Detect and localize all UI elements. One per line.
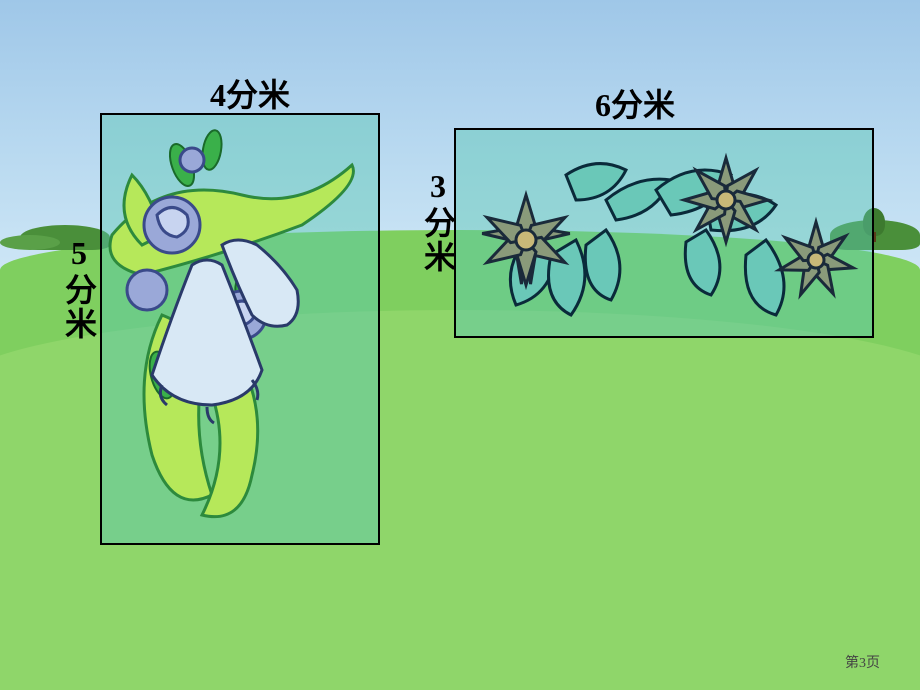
rectangle-right xyxy=(454,128,874,338)
bouquet-art xyxy=(102,115,380,545)
dimension-label-top-right: 6分米 xyxy=(595,80,675,126)
dimension-label-side-left: 5分米 xyxy=(56,235,102,341)
dimension-label-top-left: 4分米 xyxy=(210,70,290,116)
rectangle-left xyxy=(100,113,380,545)
dimension-label-side-right: 3分米 xyxy=(415,168,461,274)
garland-art xyxy=(456,130,874,338)
bush-left-small xyxy=(0,235,60,250)
page-number: 第3页 xyxy=(845,652,880,672)
slide-stage: 4分米 5分米 xyxy=(0,0,920,690)
